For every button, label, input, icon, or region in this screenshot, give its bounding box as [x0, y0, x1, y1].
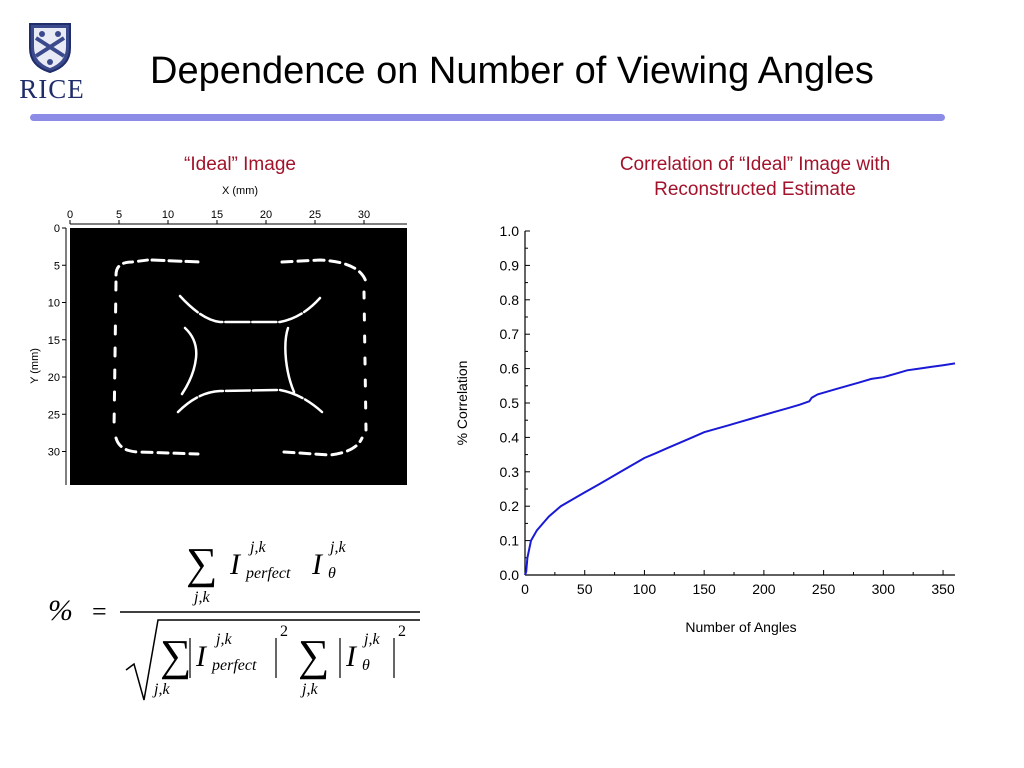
chart-x-tick-label: 350 — [931, 581, 955, 597]
chart-ylabel: % Correlation — [454, 361, 470, 446]
ideal-x-tick-label: 0 — [67, 209, 73, 221]
outer-frame-top-left — [114, 258, 150, 277]
chart-y-tick-label: 0.5 — [500, 395, 520, 411]
den-power-1: 2 — [280, 623, 288, 640]
chart-y-tick-label: 0.7 — [500, 326, 520, 342]
num-sub-perfect: perfect — [245, 565, 291, 582]
chart-y-tick-label: 0.3 — [500, 464, 520, 480]
den-power-2: 2 — [398, 623, 406, 640]
den-sup-2: j,k — [362, 631, 380, 648]
num-sum-sign: ∑ — [186, 539, 217, 588]
formula-equals: = — [92, 597, 107, 626]
chart-x-tick-label: 50 — [577, 581, 593, 597]
ideal-image-plot: X (mm) Y (mm) 0 5 10 15 20 25 30 0 5 10 15 20 25 30 — [29, 185, 407, 485]
num-sup-2: j,k — [328, 539, 346, 556]
ideal-x-tick-label: 20 — [260, 209, 272, 221]
shield-icon — [29, 23, 71, 74]
chart-x-tick-label: 0 — [521, 581, 529, 597]
chart-x-tick-label: 100 — [633, 581, 657, 597]
den-sum-sign-1: ∑ — [160, 631, 191, 680]
chart-y-tick-label: 1.0 — [500, 223, 520, 239]
chart-y-tick-label: 0.1 — [500, 533, 520, 549]
outer-frame-left — [112, 280, 118, 432]
chart-y-tick-label: 0.2 — [500, 498, 520, 514]
den-sub-theta: θ — [362, 657, 370, 674]
chart-xlabel: Number of Angles — [685, 619, 796, 635]
outer-frame-top-mid — [150, 258, 202, 264]
chart-y-tick-label: 0.0 — [500, 567, 520, 583]
chart-x-tick-label: 150 — [692, 581, 716, 597]
correlation-chart: 0.0 0.1 0.2 0.3 0.4 0.5 0.6 0.7 0.8 0.9 1.0 0 50 100 1… — [454, 223, 956, 635]
den-sum-index-1: j,k — [152, 681, 170, 698]
chart-x-tick-label: 300 — [872, 581, 896, 597]
num-I-theta: I — [311, 548, 324, 581]
inner-shape-top — [178, 294, 322, 324]
correlation-chart-heading: Correlation of “Ideal” Image with Recons… — [560, 152, 950, 202]
ideal-image-features — [112, 258, 368, 457]
ideal-x-tick-label: 10 — [162, 209, 174, 221]
logo-wordmark: RICE — [19, 74, 85, 104]
den-sub-perfect: perfect — [211, 657, 257, 674]
ideal-y-tick-label: 5 — [54, 260, 60, 272]
den-sum-index-2: j,k — [300, 681, 318, 698]
ideal-x-tick-label: 5 — [116, 209, 122, 221]
num-sub-theta: θ — [328, 565, 336, 582]
den-I-perfect: I — [195, 640, 208, 673]
chart-y-tick-label: 0.8 — [500, 292, 520, 308]
chart-axes: 0.0 0.1 0.2 0.3 0.4 0.5 0.6 0.7 0.8 0.9 1.0 0 50 100 1… — [500, 223, 955, 597]
num-sum-index: j,k — [192, 589, 210, 606]
sqrt-sign — [125, 619, 420, 701]
outer-frame-right — [362, 290, 368, 432]
chart-y-tick-label: 0.9 — [500, 257, 520, 273]
ideal-y-tick-label: 15 — [48, 335, 60, 347]
ideal-image-canvas — [70, 228, 407, 485]
correlation-heading-line1: Correlation of “Ideal” Image with — [619, 154, 891, 175]
ideal-y-tick-label: 30 — [48, 447, 60, 459]
inner-shape-right — [284, 326, 296, 394]
formula-lhs: % — [48, 594, 73, 627]
inner-shape-left — [180, 326, 198, 396]
chart-y-tick-label: 0.6 — [500, 361, 520, 377]
den-I-theta: I — [345, 640, 358, 673]
outer-frame-top-right — [280, 258, 368, 284]
chart-y-tick-label: 0.4 — [500, 429, 520, 445]
ideal-ylabel: Y (mm) — [29, 348, 41, 384]
outer-frame-bottom — [114, 436, 364, 457]
ideal-y-tick-label: 20 — [48, 372, 60, 384]
ideal-axes: 0 5 10 15 20 25 30 0 5 10 15 20 25 30 — [48, 209, 407, 485]
rice-logo: RICE — [14, 22, 90, 106]
den-sup-1: j,k — [214, 631, 232, 648]
ideal-x-tick-label: 30 — [358, 209, 370, 221]
ideal-y-tick-label: 0 — [54, 223, 60, 235]
correlation-series-line — [524, 362, 956, 576]
title-divider — [30, 114, 945, 121]
ideal-y-tick-label: 10 — [48, 298, 60, 310]
inner-shape-bottom — [176, 388, 324, 414]
chart-x-tick-label: 250 — [812, 581, 836, 597]
slide-title: Dependence on Number of Viewing Angles — [150, 50, 874, 92]
correlation-heading-line2: Reconstructed Estimate — [654, 179, 856, 200]
ideal-y-tick-label: 25 — [48, 409, 60, 421]
ideal-xlabel: X (mm) — [222, 185, 258, 197]
correlation-formula: % = ∑ j,k I j,k perfect I j,k θ ∑ j,k I … — [48, 539, 420, 701]
ideal-image-heading: “Ideal” Image — [184, 154, 296, 175]
ideal-x-tick-label: 25 — [309, 209, 321, 221]
num-sup-1: j,k — [248, 539, 266, 556]
num-I-perfect: I — [229, 548, 242, 581]
chart-x-tick-label: 200 — [752, 581, 776, 597]
den-sum-sign-2: ∑ — [298, 631, 329, 680]
ideal-x-tick-label: 15 — [211, 209, 223, 221]
